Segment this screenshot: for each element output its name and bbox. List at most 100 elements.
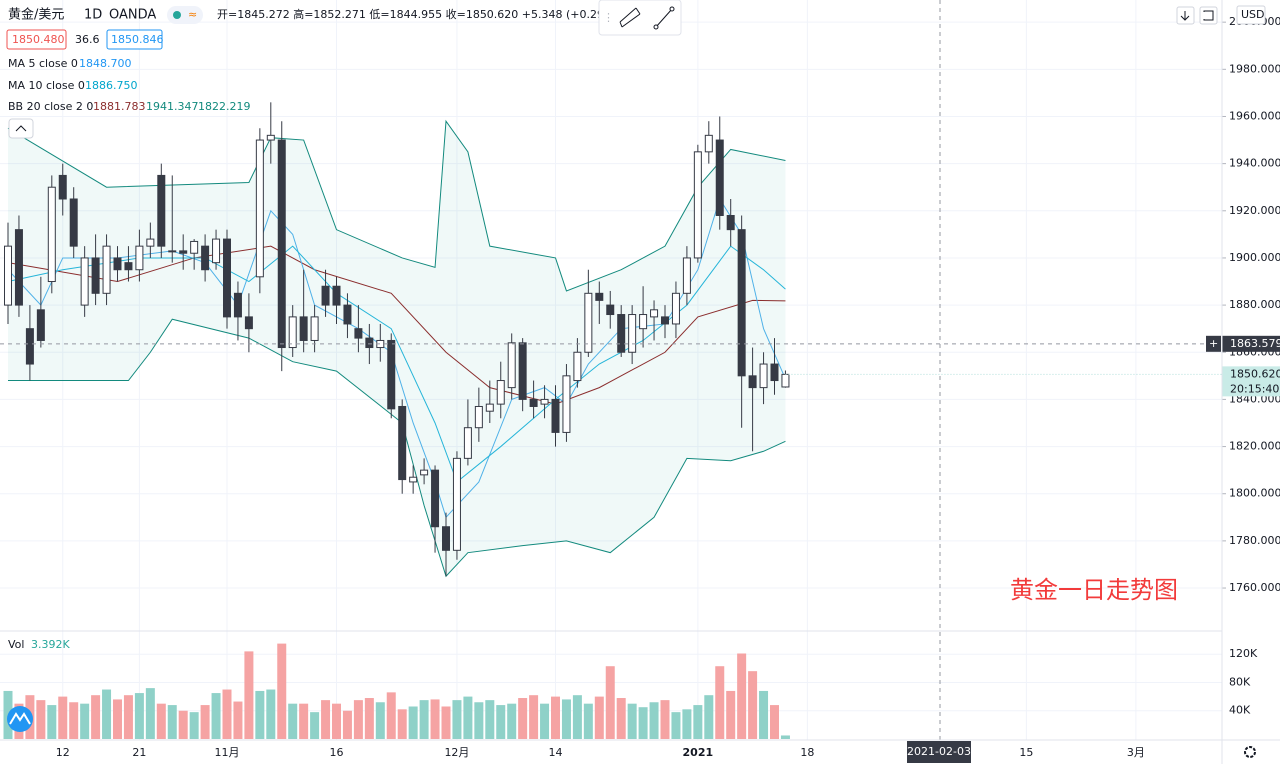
candle-body [431, 469, 440, 528]
plot [0, 0, 1222, 740]
x-tick-label: 15 [1019, 746, 1033, 759]
volume-bar [233, 701, 243, 739]
candle-body [474, 405, 483, 429]
volume-bar [113, 699, 122, 739]
indicator-value: 1886.750 [85, 79, 138, 92]
candle-body [518, 342, 527, 400]
volume-bar [321, 700, 331, 739]
candle-body [573, 351, 582, 382]
volume-bar [397, 709, 407, 739]
candle-body [704, 134, 713, 153]
volume-bar [200, 705, 210, 739]
x-tick-label: 2021 [683, 746, 714, 759]
candle-body [288, 316, 297, 349]
fullscreen-button[interactable] [1199, 6, 1218, 25]
volume-bar [134, 693, 144, 739]
candle-body [321, 285, 330, 306]
candle-body [387, 339, 396, 410]
volume-tick-label: 120K [1229, 647, 1258, 660]
candle-body [748, 375, 757, 389]
candle-body [124, 262, 133, 271]
x-tick-label: 16 [330, 746, 344, 759]
candle-body [650, 309, 659, 318]
line-tool-point [653, 24, 659, 30]
candle-body [14, 229, 23, 306]
last-price: 1850.620 [1230, 367, 1280, 380]
candle-body [562, 375, 571, 433]
currency-box[interactable] [1236, 5, 1266, 25]
volume-bar [244, 651, 254, 739]
volume-bar [594, 696, 604, 739]
volume-bar [123, 695, 133, 739]
collapse-button[interactable] [8, 118, 34, 139]
settings-icon[interactable] [1244, 746, 1256, 758]
volume-value: 3.392K [31, 638, 70, 651]
candle-body [595, 292, 604, 301]
line-tool[interactable] [655, 8, 673, 28]
volume-bar [693, 705, 703, 739]
indicator-value: 1941.347 [146, 100, 199, 113]
watermark: 黄金一日走势图 [1010, 576, 1178, 604]
candle-body [639, 314, 648, 330]
volume-bar [605, 666, 615, 739]
y-tick-label: 1880.000 [1229, 298, 1280, 311]
volume-bar [485, 700, 495, 739]
volume-bar [561, 699, 571, 739]
volume-bar [430, 699, 440, 739]
candle-body [190, 240, 199, 254]
y-tick-label: 1920.000 [1229, 204, 1280, 217]
indicator-value: 1822.219 [198, 100, 251, 113]
volume-bar [167, 705, 177, 739]
volume-bar [375, 702, 385, 739]
volume-bar [474, 702, 484, 739]
crosshair-price: 1863.579 [1230, 337, 1280, 350]
volume-bar [80, 703, 90, 739]
candle-body [661, 316, 669, 325]
last-price-box [1222, 366, 1280, 397]
candle-body [223, 238, 231, 318]
volume-bar [255, 690, 265, 739]
crosshair-date: 2021-02-03 [907, 745, 971, 758]
volume-bar [507, 703, 517, 739]
candle-body [606, 304, 615, 316]
volume-bar [572, 695, 582, 739]
bid: 1850.480 [12, 33, 65, 46]
volume-bar [211, 693, 221, 739]
volume-bar [660, 700, 670, 739]
currency: USD [1241, 8, 1265, 21]
volume-bar [540, 703, 550, 739]
volume-bar [496, 705, 506, 739]
candle-body [113, 257, 122, 271]
candle-body [343, 304, 352, 325]
channel-tool[interactable] [619, 7, 641, 28]
y-tick-label: 1800.000 [1229, 487, 1280, 500]
volume-bar [222, 689, 232, 739]
candle-body [420, 469, 429, 476]
volume-bar [518, 698, 528, 739]
volume-bar [780, 735, 790, 739]
volume-bar [748, 671, 758, 739]
ask-box [106, 29, 163, 50]
candle-body [266, 134, 275, 141]
crosshair-price-box [1222, 335, 1280, 352]
candle-body [201, 245, 210, 271]
volume-bar [156, 703, 166, 739]
bb-upper [7, 119, 786, 292]
candle-body [409, 476, 418, 483]
candle-body [80, 257, 89, 306]
crosshair-plus[interactable] [1206, 335, 1221, 352]
candle-body [255, 139, 264, 278]
candle-body [233, 292, 242, 318]
candle-body [277, 139, 286, 349]
candle-body [332, 285, 341, 306]
volume-bar [715, 666, 725, 739]
candle-body [496, 380, 505, 405]
y-tick-label: 1820.000 [1229, 440, 1280, 453]
fullscreen-icon [1203, 10, 1214, 21]
volume-bar [69, 702, 79, 739]
volume-bar [726, 690, 736, 739]
x-tick-label: 11月 [215, 746, 240, 759]
volume-bar [332, 703, 341, 739]
candle-body [398, 405, 407, 481]
status-dot [173, 11, 181, 19]
